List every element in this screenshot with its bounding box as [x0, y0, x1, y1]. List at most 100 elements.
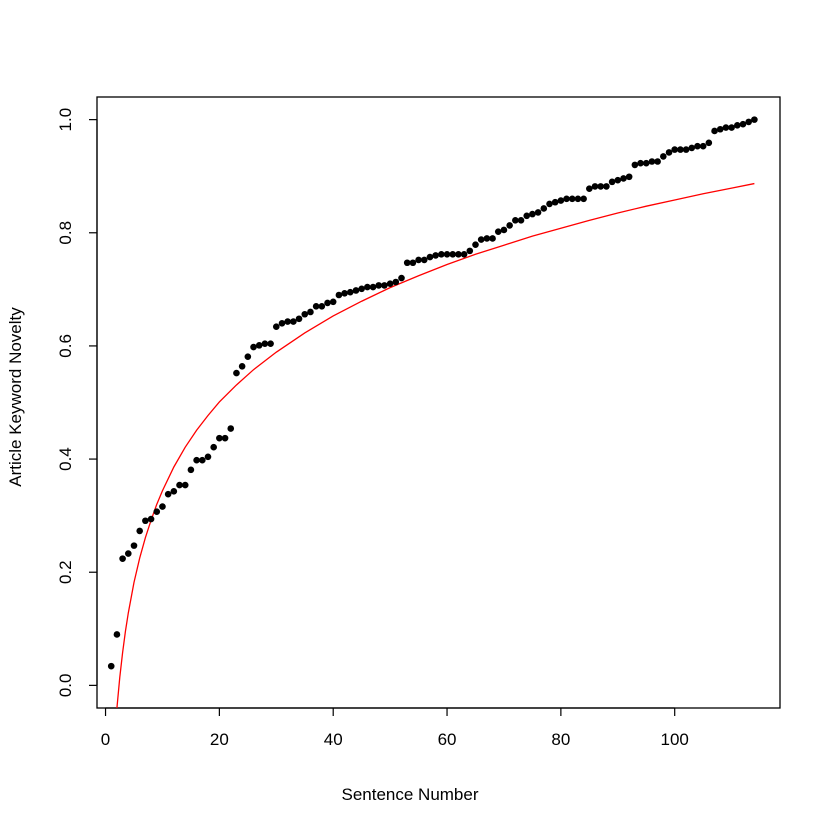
data-point: [369, 283, 377, 291]
data-point: [506, 222, 513, 229]
data-point: [608, 178, 616, 186]
data-point: [244, 353, 252, 360]
data-point: [125, 550, 132, 557]
data-point: [489, 235, 496, 242]
data-point: [688, 144, 696, 152]
data-point: [187, 466, 195, 474]
x-tick-label: 80: [551, 730, 570, 749]
data-point: [159, 503, 166, 510]
data-point: [392, 278, 400, 286]
data-point: [267, 340, 274, 347]
data-point: [142, 517, 149, 525]
data-point: [438, 250, 445, 258]
data-point: [432, 252, 439, 259]
data-point: [455, 250, 462, 258]
data-point: [449, 250, 457, 258]
data-points: [107, 116, 758, 670]
data-point: [580, 195, 587, 203]
data-point: [472, 241, 479, 248]
data-point: [318, 303, 326, 310]
y-tick-label: 0.0: [56, 674, 75, 698]
data-point: [181, 481, 189, 489]
data-point: [415, 256, 422, 264]
data-point: [540, 205, 548, 212]
data-point: [745, 118, 752, 126]
data-point: [176, 481, 183, 489]
x-tick-label: 100: [661, 730, 689, 749]
fit-curve: [116, 182, 755, 709]
data-point: [164, 490, 172, 498]
data-point: [739, 120, 747, 128]
data-point: [705, 139, 713, 147]
data-point: [586, 185, 593, 192]
data-point: [329, 298, 337, 306]
data-point: [494, 228, 502, 235]
data-point: [278, 320, 286, 327]
data-point: [233, 369, 240, 377]
data-point: [119, 555, 126, 562]
data-point: [625, 173, 633, 181]
data-point: [227, 425, 235, 432]
data-point: [375, 282, 383, 289]
data-point: [574, 195, 582, 203]
data-point: [614, 176, 622, 184]
data-point: [170, 488, 178, 495]
data-point: [301, 310, 309, 318]
y-tick-label: 0.2: [56, 560, 75, 584]
data-point: [523, 212, 531, 220]
data-point: [751, 116, 758, 123]
data-point: [346, 288, 354, 296]
data-point: [677, 146, 684, 153]
data-point: [312, 303, 320, 310]
data-point: [153, 508, 161, 515]
data-point: [631, 161, 639, 169]
data-point: [295, 315, 303, 323]
data-point: [403, 259, 411, 267]
data-point: [648, 158, 656, 165]
data-point: [597, 183, 605, 190]
data-point: [358, 285, 365, 293]
y-axis: 0.0 0.2 0.4 0.6 0.8 1.0: [56, 108, 98, 698]
data-point: [529, 210, 536, 218]
data-point: [603, 183, 610, 190]
y-tick-label: 0.8: [56, 221, 75, 245]
data-point: [221, 434, 229, 442]
data-point: [335, 291, 343, 299]
data-point: [324, 299, 331, 307]
data-point: [563, 195, 570, 203]
x-axis-title: Sentence Number: [341, 785, 478, 804]
data-point: [722, 124, 730, 131]
x-tick-label: 40: [324, 730, 343, 749]
data-point: [204, 453, 212, 461]
data-point: [130, 542, 138, 549]
data-point: [290, 318, 297, 325]
y-axis-title: Article Keyword Novelty: [6, 307, 25, 487]
data-point: [210, 443, 217, 451]
x-tick-label: 60: [438, 730, 457, 749]
data-point: [682, 146, 690, 153]
data-point: [341, 290, 348, 297]
data-point: [665, 149, 673, 156]
data-point: [500, 226, 508, 234]
data-point: [694, 142, 701, 150]
data-point: [671, 146, 678, 153]
data-point: [409, 259, 417, 267]
data-point: [199, 456, 206, 464]
data-point: [113, 631, 121, 638]
data-point: [261, 340, 269, 347]
x-tick-label: 20: [210, 730, 229, 749]
data-point: [711, 127, 718, 135]
data-point: [107, 662, 115, 670]
y-tick-label: 1.0: [56, 108, 75, 132]
data-point: [147, 515, 155, 523]
fit-line: [116, 182, 755, 709]
plot-frame: [96, 96, 781, 709]
data-point: [352, 287, 360, 294]
data-point: [460, 250, 468, 258]
data-point: [250, 343, 257, 351]
data-point: [620, 175, 627, 182]
data-point: [386, 280, 394, 287]
data-point: [551, 198, 559, 206]
data-point: [477, 236, 485, 243]
